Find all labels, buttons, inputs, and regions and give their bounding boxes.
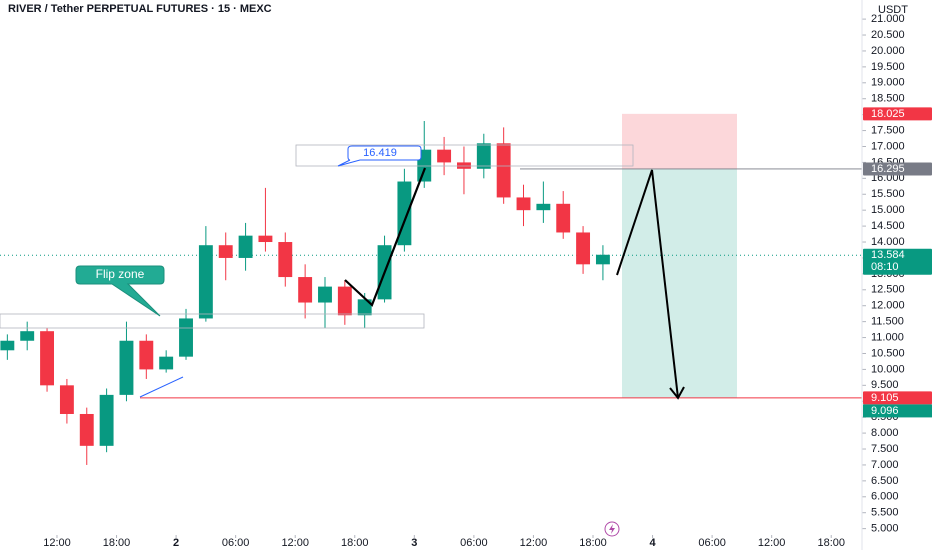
price-label-bg bbox=[863, 248, 932, 275]
x-tick-label: 4 bbox=[649, 537, 656, 549]
candle-body bbox=[337, 286, 352, 316]
candle-body bbox=[556, 203, 571, 233]
y-tick-label: 15.000 bbox=[871, 204, 905, 216]
y-tick-label: 11.500 bbox=[871, 316, 904, 328]
candle-body bbox=[0, 340, 15, 351]
price-label-bg bbox=[863, 162, 932, 176]
price-label: 18.025 bbox=[871, 108, 905, 120]
x-tick-label: 18:00 bbox=[103, 537, 131, 549]
candle-body bbox=[179, 318, 193, 357]
target-zone bbox=[622, 168, 737, 398]
price-label: 9.105 bbox=[871, 392, 899, 404]
y-tick-label: 12.000 bbox=[871, 300, 905, 312]
candle-body bbox=[79, 413, 94, 446]
candle-body bbox=[476, 143, 491, 169]
y-tick-label: 9.500 bbox=[871, 379, 899, 391]
candle-body bbox=[159, 356, 174, 370]
candle-body bbox=[218, 245, 233, 258]
candle-body bbox=[119, 340, 134, 395]
y-tick-label: 12.500 bbox=[871, 284, 905, 296]
y-tick-label: 5.000 bbox=[871, 523, 899, 535]
x-tick-label: 06:00 bbox=[460, 537, 488, 549]
y-tick-label: 20.500 bbox=[871, 29, 905, 41]
candle-body bbox=[298, 277, 313, 303]
projection-arrow bbox=[616, 169, 679, 399]
chart-title: RIVER / Tether PERPETUAL FUTURES · 15 · … bbox=[8, 3, 272, 15]
callout-price: 16.419 bbox=[363, 147, 397, 159]
candle-body bbox=[20, 331, 35, 341]
y-tick-label: 6.000 bbox=[871, 491, 899, 503]
price-label: 9.096 bbox=[871, 405, 899, 417]
candle-body bbox=[278, 242, 293, 278]
candle-body bbox=[258, 235, 273, 243]
y-tick-label: 17.500 bbox=[871, 124, 905, 136]
candle-body bbox=[318, 286, 332, 303]
x-tick-label: 18:00 bbox=[817, 537, 845, 549]
drawn-path bbox=[344, 167, 427, 307]
candle-body bbox=[139, 340, 154, 370]
candle-body bbox=[516, 197, 531, 211]
y-tick-label: 8.000 bbox=[871, 427, 899, 439]
candle-body bbox=[238, 235, 253, 258]
flip-zone-label: Flip zone bbox=[96, 267, 145, 281]
candle-body bbox=[457, 162, 471, 169]
x-tick-label: 12:00 bbox=[281, 537, 309, 549]
x-tick-label: 18:00 bbox=[341, 537, 369, 549]
candle-body bbox=[576, 232, 591, 265]
price-label-bg bbox=[863, 107, 932, 121]
candle-body bbox=[40, 331, 54, 386]
x-tick-label: 12:00 bbox=[43, 537, 71, 549]
price-label-bg bbox=[863, 391, 932, 405]
arrow-head bbox=[669, 386, 685, 400]
y-tick-label: 18.500 bbox=[871, 93, 905, 105]
event-icon-bolt bbox=[609, 524, 615, 534]
y-tick-label: 19.500 bbox=[871, 61, 905, 73]
supply-box bbox=[295, 144, 634, 167]
candle-body bbox=[59, 385, 74, 414]
price-label: 16.295 bbox=[871, 163, 905, 175]
price-label: 13.584 bbox=[871, 249, 905, 261]
stop-zone bbox=[622, 113, 737, 169]
candle-body bbox=[198, 245, 213, 319]
flip-zone-box bbox=[0, 313, 425, 329]
price-label-bg bbox=[863, 404, 932, 418]
candle-body bbox=[496, 143, 511, 198]
candle-body bbox=[595, 254, 610, 265]
y-axis-label: USDT bbox=[878, 4, 908, 16]
x-tick-label: 12:00 bbox=[520, 537, 548, 549]
candle-body bbox=[437, 149, 452, 163]
x-tick-label: 06:00 bbox=[698, 537, 726, 549]
y-tick-label: 15.500 bbox=[871, 188, 905, 200]
x-tick-label: 18:00 bbox=[579, 537, 607, 549]
candle-body bbox=[536, 203, 551, 211]
y-tick-label: 20.000 bbox=[871, 45, 905, 57]
y-tick-label: 10.000 bbox=[871, 363, 905, 375]
candle-body bbox=[99, 394, 114, 446]
price-callout bbox=[337, 145, 422, 167]
trend-line bbox=[139, 376, 184, 398]
y-tick-label: 5.500 bbox=[871, 507, 899, 519]
y-tick-label: 14.500 bbox=[871, 220, 905, 232]
x-tick-label: 2 bbox=[173, 537, 179, 549]
y-tick-label: 10.500 bbox=[871, 347, 905, 359]
y-tick-label: 21.000 bbox=[871, 13, 905, 25]
y-tick-label: 14.000 bbox=[871, 236, 905, 248]
y-tick-label: 19.000 bbox=[871, 77, 905, 89]
countdown-label: 08:10 bbox=[871, 261, 899, 273]
flip-zone-bubble bbox=[75, 265, 165, 317]
x-tick-label: 06:00 bbox=[222, 537, 250, 549]
y-tick-label: 17.000 bbox=[871, 140, 905, 152]
candle-body bbox=[357, 299, 372, 316]
x-tick-label: 12:00 bbox=[758, 537, 786, 549]
y-tick-label: 6.500 bbox=[871, 475, 899, 487]
y-tick-label: 7.500 bbox=[871, 443, 899, 455]
y-tick-label: 11.000 bbox=[871, 331, 904, 343]
y-tick-label: 7.000 bbox=[871, 459, 899, 471]
x-tick-label: 3 bbox=[411, 537, 417, 549]
